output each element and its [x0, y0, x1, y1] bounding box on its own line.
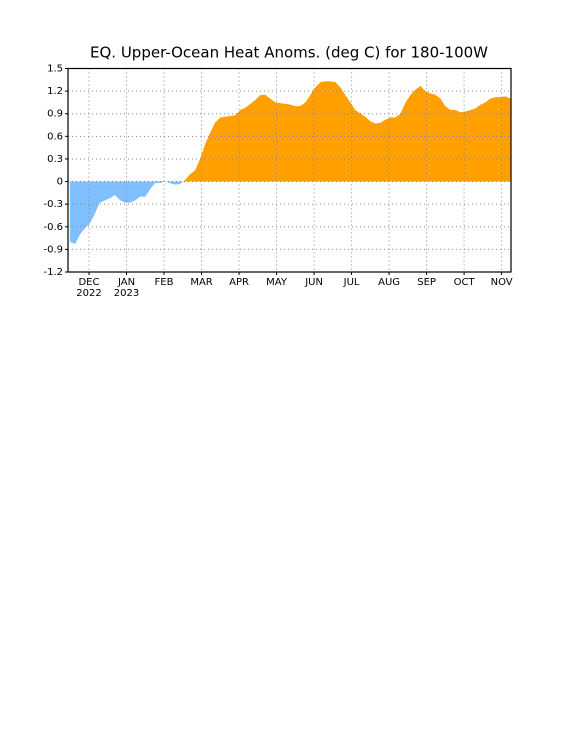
y-tick-label: 0.6	[47, 131, 63, 142]
x-tick-label: APR	[229, 277, 249, 288]
x-year-label: 2022	[76, 288, 101, 299]
y-tick-label: 1.5	[47, 64, 63, 75]
x-tick-label: FEB	[155, 277, 174, 288]
x-tick-label: SEP	[417, 277, 436, 288]
x-tick-label: MAY	[266, 277, 288, 288]
chart-title: EQ. Upper-Ocean Heat Anoms. (deg C) for …	[90, 44, 488, 62]
negative-area	[69, 181, 511, 245]
y-tick-label: -1.2	[43, 267, 63, 278]
x-tick-label: DEC	[78, 277, 99, 288]
x-tick-label: JAN	[117, 277, 135, 288]
y-tick-label: -0.9	[43, 244, 63, 255]
y-tick-label: -0.3	[43, 199, 63, 210]
y-tick-label: 0.3	[47, 154, 63, 165]
x-tick-label: MAR	[190, 277, 212, 288]
y-tick-label: 1.2	[47, 86, 63, 97]
positive-area	[183, 81, 511, 182]
x-year-label: 2023	[114, 288, 139, 299]
x-tick-label: OCT	[454, 277, 476, 288]
x-tick-label: JUL	[343, 277, 360, 288]
y-tick-label: 0	[57, 177, 63, 188]
x-tick-label: AUG	[378, 277, 400, 288]
x-tick-label: JUN	[304, 277, 323, 288]
chart: EQ. Upper-Ocean Heat Anoms. (deg C) for …	[43, 44, 513, 300]
y-tick-label: 0.9	[47, 109, 63, 120]
plot-frame	[67, 67, 512, 273]
y-tick-label: -0.6	[43, 222, 63, 233]
x-tick-label: NOV	[491, 277, 513, 288]
